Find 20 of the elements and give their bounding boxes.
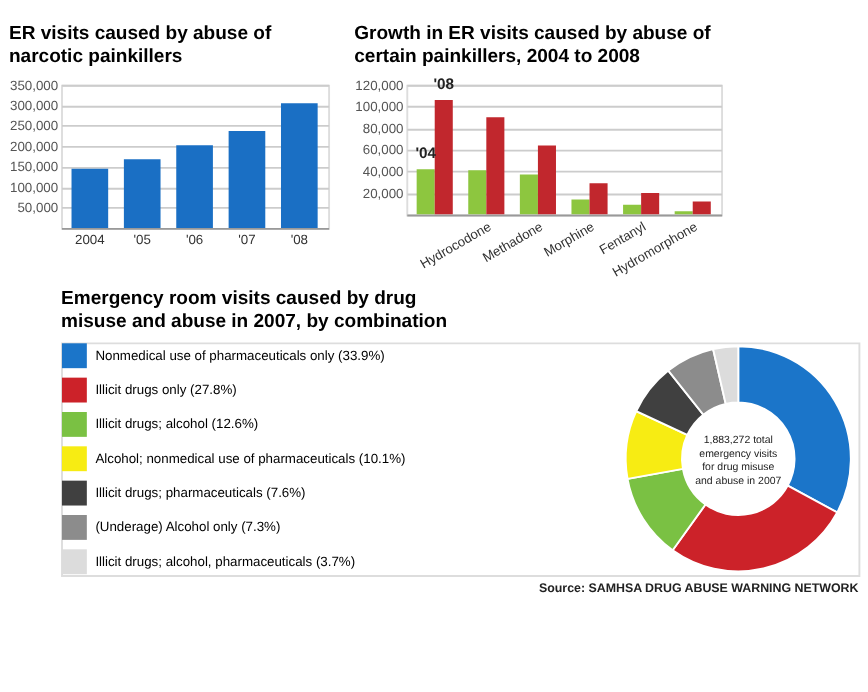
bar: [228, 131, 266, 228]
chart-title: Emergency room visits caused by drug misuse and abuse in 2007, by combination: [61, 288, 448, 334]
bar: [280, 103, 318, 228]
bar: [692, 201, 711, 215]
bar: [571, 199, 590, 215]
bar: [641, 192, 660, 215]
bar: [589, 183, 608, 215]
bar: [176, 145, 213, 228]
bar: [416, 169, 435, 215]
bar: [468, 170, 487, 215]
bar: [623, 204, 642, 215]
bar: [519, 174, 538, 215]
bar: [537, 145, 556, 215]
chart-title: ER visits caused by abuse of narcotic painkillers: [8, 23, 273, 68]
chart-title: Growth in ER visits caused by abuse of certain painkillers, 2004 to 2008: [354, 22, 713, 68]
bar: [71, 168, 109, 228]
bar: [486, 117, 505, 215]
bar: [123, 159, 161, 228]
bar: [434, 99, 453, 215]
series-label: '08: [433, 74, 455, 93]
